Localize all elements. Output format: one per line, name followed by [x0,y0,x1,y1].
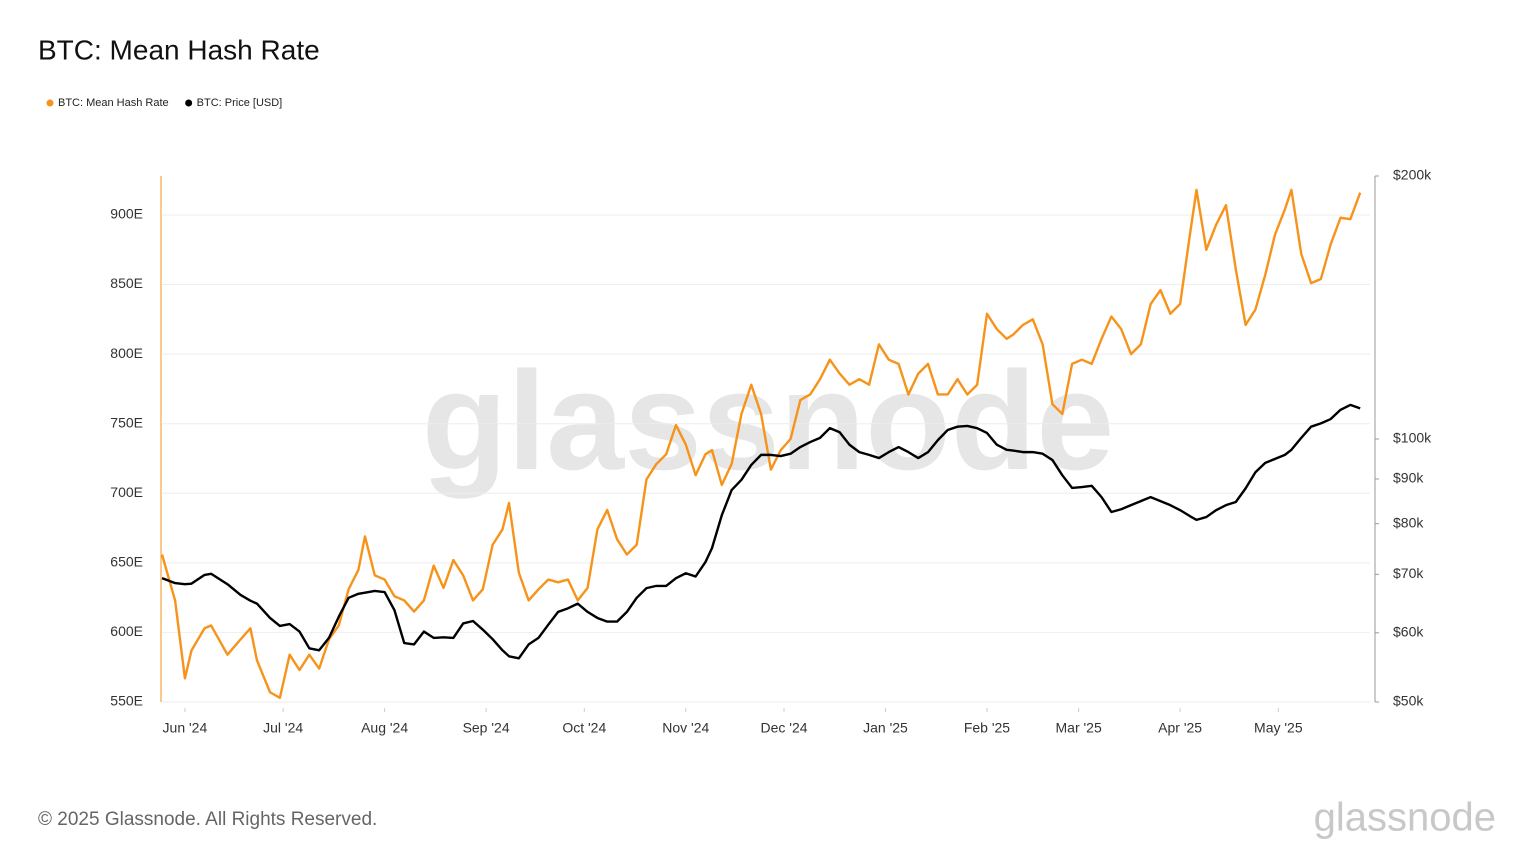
brand-logo: glassnode [1314,796,1496,840]
legend-label: BTC: Price [USD] [197,97,283,109]
legend-marker [46,99,54,107]
x-tick-label: Apr '25 [1158,720,1202,736]
chart-title: BTC: Mean Hash Rate [38,34,320,65]
watermark: glassnode [422,342,1114,499]
x-tick-label: Jul '24 [263,720,303,736]
x-tick-label: Oct '24 [562,720,606,736]
y-tick-label: 600E [110,623,143,639]
x-tick-label: Feb '25 [964,720,1010,736]
x-tick-label: Nov '24 [662,720,709,736]
y-tick-label: 550E [110,693,143,709]
y2-tick-label: $70k [1393,565,1424,581]
y-tick-label: 900E [110,206,143,222]
legend-label: BTC: Mean Hash Rate [58,97,169,109]
footer: © 2025 Glassnode. All Rights Reserved. [38,809,377,830]
y2-tick-label: $50k [1393,693,1424,709]
y-tick-label: 850E [110,275,143,291]
x-tick-label: Dec '24 [760,720,807,736]
series-line [160,188,1362,700]
x-tick-label: Jan '25 [863,720,908,736]
x-tick-label: Jun '24 [163,720,208,736]
y-tick-label: 700E [110,484,143,500]
x-tick-label: Sep '24 [463,720,510,736]
series-line [161,403,1361,660]
y-tick-label: 750E [110,414,143,430]
y2-tick-label: $90k [1393,470,1424,486]
x-tick-label: Aug '24 [361,720,408,736]
y2-tick-label: $60k [1393,624,1424,640]
y2-tick-label: $100k [1393,430,1432,446]
x-tick-label: Mar '25 [1056,720,1102,736]
y2-tick-label: $200k [1393,167,1432,183]
x-tick-label: May '25 [1254,720,1303,736]
y-tick-label: 800E [110,345,143,361]
legend-marker [185,99,193,107]
y2-tick-label: $80k [1393,514,1424,530]
y-tick-label: 650E [110,554,143,570]
